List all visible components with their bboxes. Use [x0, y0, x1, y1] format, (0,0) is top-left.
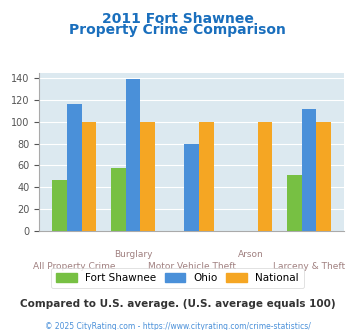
Bar	[82, 122, 96, 231]
Bar	[199, 122, 214, 231]
Bar	[184, 144, 199, 231]
Bar	[111, 168, 126, 231]
Text: Compared to U.S. average. (U.S. average equals 100): Compared to U.S. average. (U.S. average …	[20, 299, 335, 309]
Bar	[316, 122, 331, 231]
Text: Property Crime Comparison: Property Crime Comparison	[69, 23, 286, 37]
Bar	[258, 122, 272, 231]
Bar	[302, 109, 316, 231]
Text: Arson: Arson	[237, 250, 263, 259]
Bar	[67, 104, 82, 231]
Text: Burglary: Burglary	[114, 250, 152, 259]
Text: Larceny & Theft: Larceny & Theft	[273, 262, 345, 271]
Bar	[140, 122, 155, 231]
Bar	[126, 79, 140, 231]
Legend: Fort Shawnee, Ohio, National: Fort Shawnee, Ohio, National	[51, 268, 304, 288]
Text: © 2025 CityRating.com - https://www.cityrating.com/crime-statistics/: © 2025 CityRating.com - https://www.city…	[45, 322, 310, 330]
Text: 2011 Fort Shawnee: 2011 Fort Shawnee	[102, 12, 253, 25]
Bar	[287, 175, 302, 231]
Bar	[52, 180, 67, 231]
Text: All Property Crime: All Property Crime	[33, 262, 115, 271]
Text: Motor Vehicle Theft: Motor Vehicle Theft	[148, 262, 236, 271]
